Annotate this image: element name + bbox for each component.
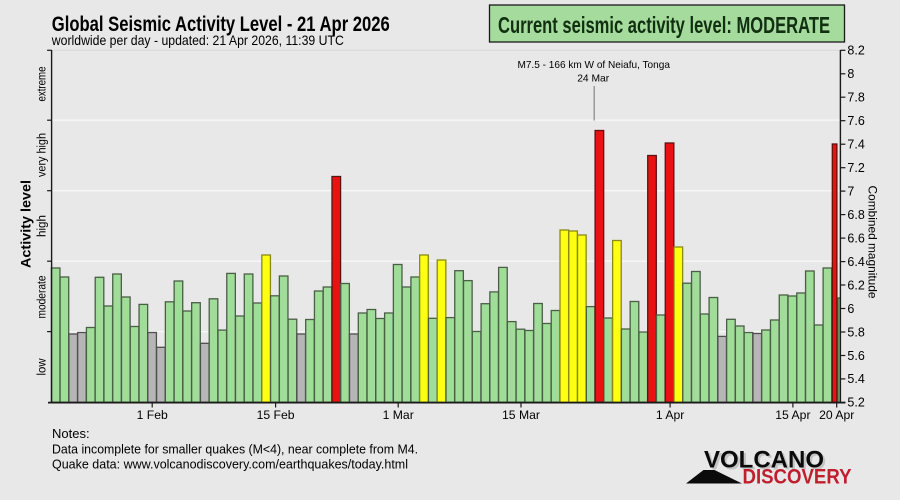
svg-text:8: 8 [847,67,854,81]
svg-text:DISCOVERY: DISCOVERY [743,466,852,489]
svg-text:15 Feb: 15 Feb [257,408,295,422]
svg-text:high: high [37,215,49,237]
svg-text:Combined magnitude: Combined magnitude [866,186,880,299]
svg-text:7: 7 [847,184,854,198]
svg-text:6.4: 6.4 [847,255,864,269]
svg-text:Current seismic activity level: Current seismic activity level: MODERATE [498,12,830,38]
svg-text:6.6: 6.6 [847,231,864,245]
svg-text:7.2: 7.2 [847,161,864,175]
svg-text:moderate: moderate [37,276,49,319]
svg-text:20 Apr: 20 Apr [819,408,854,422]
svg-text:15 Apr: 15 Apr [775,408,810,422]
svg-text:VOLCANO: VOLCANO [706,448,826,475]
svg-text:8.2: 8.2 [847,44,864,58]
svg-text:Data incomplete for smaller qu: Data incomplete for smaller quakes (M<4)… [52,442,418,457]
svg-text:6: 6 [847,302,854,316]
svg-text:Global Seismic Activity Level: Global Seismic Activity Level - 21 Apr 2… [52,13,390,36]
svg-text:VOLCANO: VOLCANO [704,447,824,474]
svg-text:7.6: 7.6 [847,114,864,128]
svg-text:7.8: 7.8 [847,91,864,105]
svg-text:1 Feb: 1 Feb [137,408,168,422]
svg-text:1 Apr: 1 Apr [656,408,684,422]
svg-text:M7.5 - 166 km W of Neiafu, Ton: M7.5 - 166 km W of Neiafu, Tonga [517,59,670,71]
svg-text:5.4: 5.4 [847,372,864,386]
svg-text:Notes:: Notes: [52,426,90,441]
svg-text:15 Mar: 15 Mar [502,408,540,422]
svg-text:low: low [37,358,49,376]
svg-text:very high: very high [37,133,49,177]
svg-text:extreme: extreme [37,67,49,102]
svg-text:Quake data: www.volcanodiscove: Quake data: www.volcanodiscovery.com/ear… [52,457,408,472]
svg-text:6.8: 6.8 [847,208,864,222]
svg-text:24 Mar: 24 Mar [577,73,609,85]
svg-text:5.2: 5.2 [847,396,864,410]
svg-text:6.2: 6.2 [847,278,864,292]
svg-text:worldwide per day - updated: 2: worldwide per day - updated: 21 Apr 2026… [51,32,344,48]
svg-text:Activity level: Activity level [19,180,34,268]
svg-text:7.4: 7.4 [847,138,864,152]
svg-text:1 Mar: 1 Mar [383,408,414,422]
svg-text:5.8: 5.8 [847,325,864,339]
svg-text:5.6: 5.6 [847,349,864,363]
